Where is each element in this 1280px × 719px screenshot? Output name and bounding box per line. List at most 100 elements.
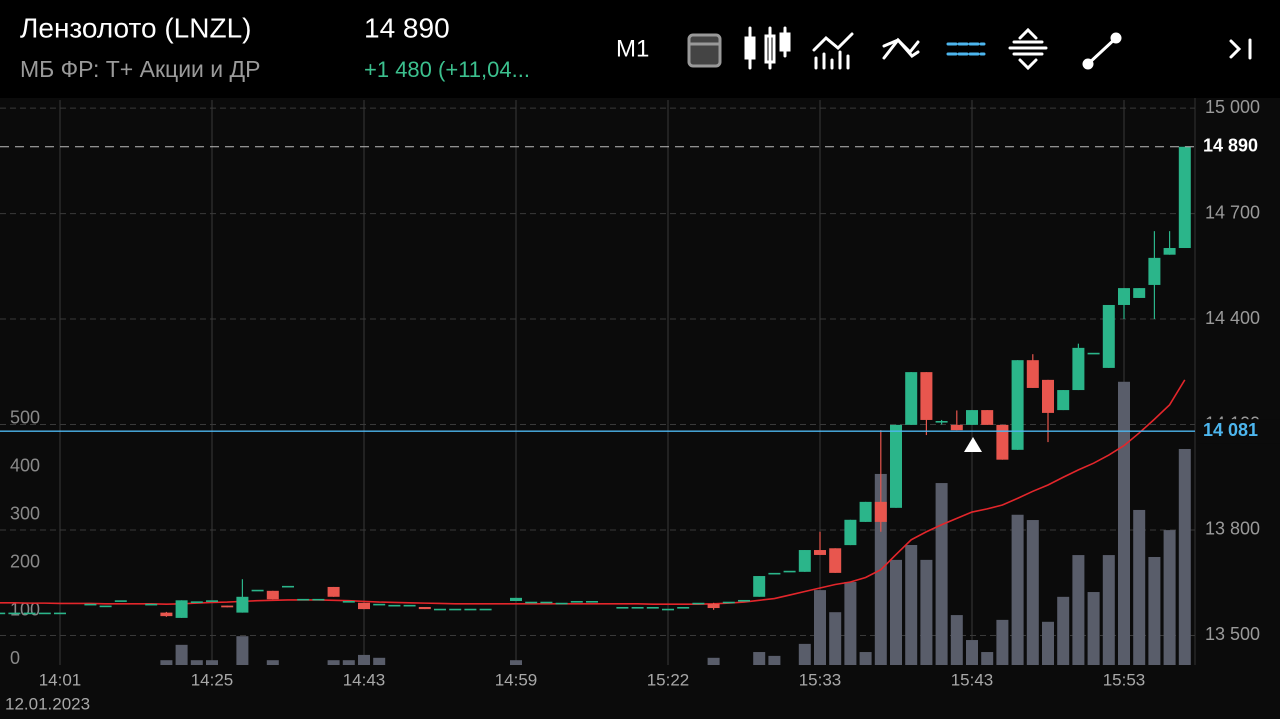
candle-body xyxy=(388,604,401,607)
price-change: +1 480 (+11,04... xyxy=(364,57,530,82)
compare-button[interactable] xyxy=(882,37,920,60)
candle-body xyxy=(251,589,264,592)
last-price-label: 14 890 xyxy=(1203,136,1258,156)
candle-body xyxy=(890,424,902,508)
volume-bar xyxy=(890,559,902,665)
candle-body xyxy=(616,606,629,609)
volume-bar xyxy=(981,652,994,665)
volume-tick-label: 100 xyxy=(10,600,40,620)
candle-body xyxy=(1026,360,1039,388)
candle-body xyxy=(206,600,218,602)
candle-body xyxy=(844,519,857,546)
candle-body xyxy=(312,598,325,601)
candle-body xyxy=(935,420,948,423)
volume-bar xyxy=(905,544,918,665)
volume-bar xyxy=(1133,509,1146,665)
volume-bar xyxy=(266,660,279,665)
candle-body xyxy=(1133,288,1146,298)
candle-body xyxy=(798,550,811,572)
candle-body xyxy=(160,612,173,617)
indicators-button[interactable] xyxy=(812,32,854,70)
candle-body xyxy=(8,612,21,615)
candles-button[interactable] xyxy=(744,26,791,70)
candle-body xyxy=(540,601,553,604)
volume-bar xyxy=(996,619,1009,665)
candle-body xyxy=(449,608,462,611)
candle-body xyxy=(768,572,781,575)
candle-body xyxy=(722,601,735,604)
instrument-title: Лензолото (LNZL) xyxy=(20,12,251,43)
volume-bar xyxy=(1102,555,1115,665)
volume-bar xyxy=(175,644,188,665)
volume-bar xyxy=(1163,530,1176,665)
scale-button[interactable] xyxy=(1008,27,1048,71)
x-tick-label: 14:25 xyxy=(191,670,234,689)
candle-body xyxy=(84,603,97,606)
candle-body xyxy=(38,612,51,615)
y-tick-label: 13 800 xyxy=(1205,519,1260,539)
candle-body xyxy=(236,596,249,613)
candle-body xyxy=(479,608,492,611)
volume-bar xyxy=(920,559,933,665)
volume-bar xyxy=(1118,381,1130,665)
candle-body xyxy=(99,605,112,608)
candle-body xyxy=(23,612,36,615)
y-tick-label: 14 400 xyxy=(1205,308,1260,328)
scroll-end-button[interactable] xyxy=(1229,38,1252,60)
candle-body xyxy=(327,586,340,597)
candle-body xyxy=(1148,257,1161,285)
price: 14 890 xyxy=(364,12,450,43)
candle-body xyxy=(145,603,158,606)
candle-body xyxy=(753,576,766,597)
moving-average-line xyxy=(0,379,1186,605)
candle-body xyxy=(1087,352,1100,355)
candle-body xyxy=(297,598,310,601)
candle-body xyxy=(905,372,918,425)
volume-bar xyxy=(798,643,811,665)
current-price-label-bg xyxy=(1197,419,1280,444)
candle-body xyxy=(950,424,963,431)
candle-body xyxy=(814,550,826,555)
candle-body xyxy=(874,501,887,522)
candle-body xyxy=(1057,390,1070,411)
levels-button[interactable] xyxy=(946,42,986,56)
volume-bar xyxy=(160,660,173,665)
candle-body xyxy=(0,612,6,615)
current-price-label: 14 081 xyxy=(1203,420,1258,440)
volume-bar xyxy=(1148,556,1161,665)
exchange: МБ ФР: Т+ Акции и ДР xyxy=(20,56,260,82)
candle-body xyxy=(920,372,933,420)
volume-bar xyxy=(1026,520,1039,665)
candle-body xyxy=(1072,347,1085,391)
candle-body xyxy=(221,605,234,608)
volume-bar xyxy=(844,581,857,665)
candle-body xyxy=(434,608,446,611)
candle-body xyxy=(525,601,538,604)
candle-body xyxy=(586,601,598,603)
drawing-button[interactable] xyxy=(1082,32,1122,70)
calendar-button[interactable] xyxy=(687,33,722,68)
candle-body xyxy=(738,599,750,602)
volume-tick-label: 0 xyxy=(10,648,20,668)
date-label: 12.01.2023 xyxy=(5,694,90,713)
x-tick-label: 15:33 xyxy=(799,670,842,689)
candle-body xyxy=(859,501,872,522)
candle-body xyxy=(266,590,279,600)
volume-bar xyxy=(358,654,370,665)
volume-tick-label: 300 xyxy=(10,504,40,524)
candle-body xyxy=(692,602,705,605)
volume-bar xyxy=(1042,621,1054,665)
candle-body xyxy=(707,603,720,609)
candle-body xyxy=(996,424,1009,460)
timeframe-button[interactable]: M1 xyxy=(616,35,649,62)
volume-bar xyxy=(859,652,872,665)
candle-body xyxy=(1011,360,1024,450)
volume-bar xyxy=(1072,555,1085,665)
toolbar xyxy=(687,26,1252,71)
volume-bar xyxy=(829,612,842,665)
volume-bar xyxy=(190,660,203,665)
trade-marker xyxy=(964,437,982,452)
candle-body xyxy=(175,600,188,618)
